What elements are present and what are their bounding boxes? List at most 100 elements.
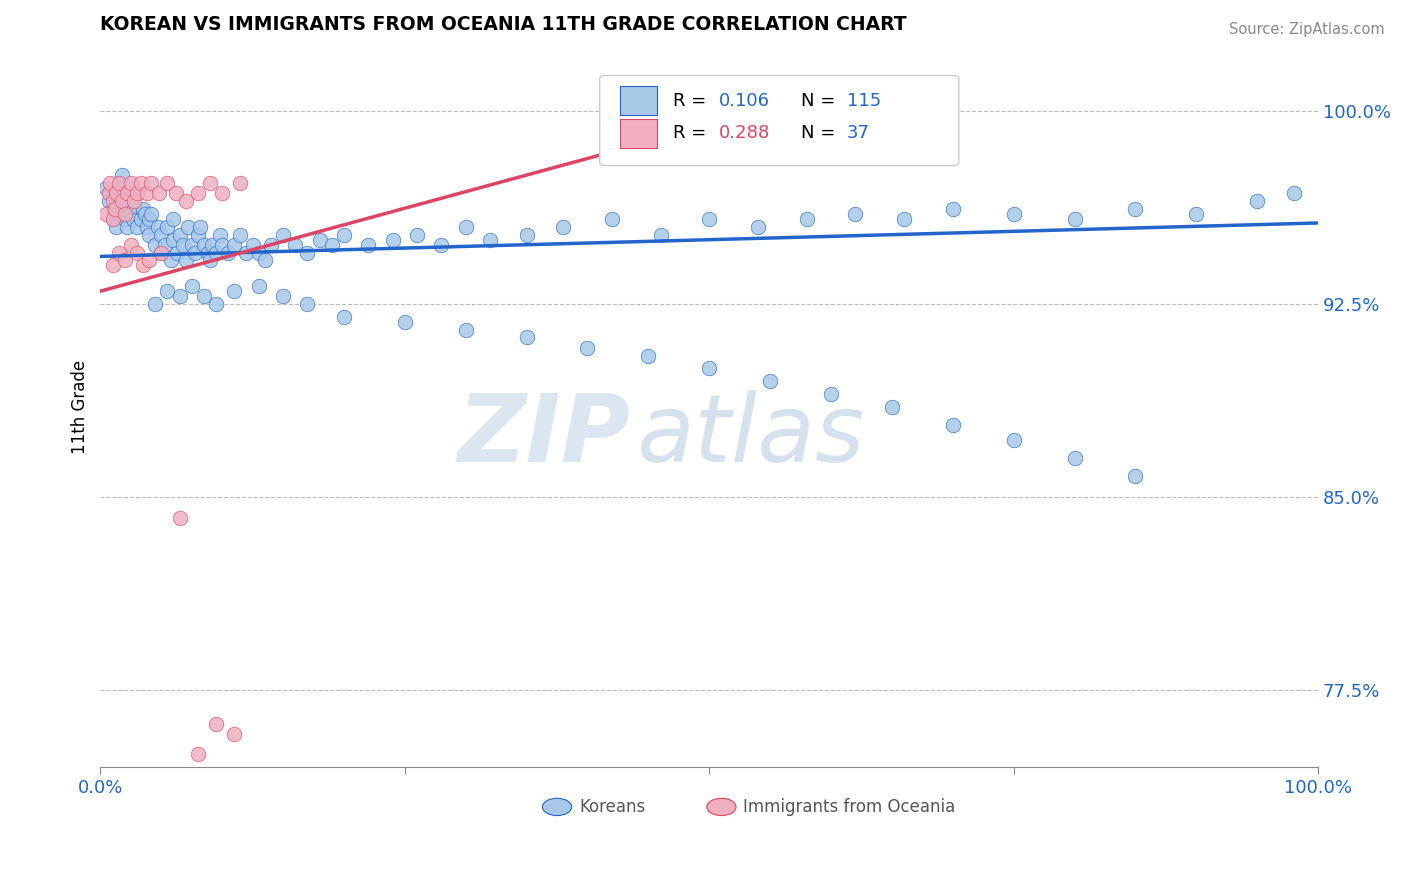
Point bbox=[235, 245, 257, 260]
Point bbox=[169, 510, 191, 524]
Point bbox=[98, 176, 121, 190]
Y-axis label: 11th Grade: 11th Grade bbox=[72, 359, 89, 454]
Point bbox=[229, 227, 252, 242]
Point bbox=[156, 219, 179, 234]
Point bbox=[122, 212, 145, 227]
Point bbox=[271, 289, 294, 303]
Point bbox=[115, 186, 138, 201]
Point bbox=[107, 186, 129, 201]
Point bbox=[1246, 194, 1268, 208]
Point bbox=[138, 253, 160, 268]
Point bbox=[124, 199, 146, 213]
Point bbox=[124, 194, 146, 208]
Point bbox=[193, 289, 215, 303]
Point bbox=[150, 245, 173, 260]
Point bbox=[297, 297, 319, 311]
Text: Immigrants from Oceania: Immigrants from Oceania bbox=[744, 798, 956, 816]
Point bbox=[180, 237, 202, 252]
Point bbox=[150, 245, 173, 260]
Point bbox=[132, 202, 155, 216]
Point bbox=[880, 400, 903, 414]
Point bbox=[198, 253, 221, 268]
FancyBboxPatch shape bbox=[620, 119, 657, 147]
Circle shape bbox=[543, 798, 572, 815]
Point bbox=[141, 176, 163, 190]
Point bbox=[115, 219, 138, 234]
Point bbox=[333, 310, 356, 324]
Point bbox=[160, 253, 183, 268]
Point bbox=[108, 194, 131, 208]
Point bbox=[169, 227, 191, 242]
Point bbox=[177, 219, 200, 234]
Point bbox=[333, 227, 356, 242]
Point bbox=[107, 245, 129, 260]
Point bbox=[166, 245, 188, 260]
Point bbox=[357, 237, 380, 252]
Point bbox=[893, 212, 915, 227]
Point bbox=[1063, 212, 1085, 227]
Point bbox=[321, 237, 343, 252]
Point bbox=[242, 237, 264, 252]
Point bbox=[253, 253, 276, 268]
Point bbox=[211, 186, 233, 201]
Point bbox=[1125, 469, 1147, 483]
Point bbox=[148, 186, 170, 201]
Point bbox=[135, 219, 157, 234]
Point bbox=[101, 212, 124, 227]
Point bbox=[208, 227, 231, 242]
Point bbox=[406, 227, 429, 242]
Point bbox=[180, 279, 202, 293]
Point bbox=[201, 237, 224, 252]
Text: R =: R = bbox=[672, 124, 711, 142]
Point bbox=[97, 186, 120, 201]
Point bbox=[271, 227, 294, 242]
Point bbox=[229, 176, 252, 190]
Point bbox=[576, 341, 599, 355]
Point bbox=[156, 284, 179, 298]
Point bbox=[188, 219, 211, 234]
Point bbox=[1002, 434, 1025, 448]
Point bbox=[284, 237, 307, 252]
Point bbox=[637, 349, 659, 363]
Point bbox=[141, 207, 163, 221]
Point bbox=[796, 212, 818, 227]
Point bbox=[120, 207, 142, 221]
Point bbox=[105, 219, 128, 234]
Point bbox=[114, 207, 136, 221]
Point bbox=[1002, 207, 1025, 221]
Point bbox=[101, 259, 124, 273]
Point bbox=[104, 202, 127, 216]
Point bbox=[105, 186, 128, 201]
Point bbox=[308, 233, 330, 247]
Point bbox=[454, 323, 477, 337]
Point bbox=[844, 207, 866, 221]
Point bbox=[114, 212, 136, 227]
Text: atlas: atlas bbox=[636, 391, 865, 482]
Point bbox=[120, 181, 142, 195]
Point bbox=[156, 176, 179, 190]
Point bbox=[153, 237, 176, 252]
Point bbox=[1282, 186, 1305, 201]
Point bbox=[454, 219, 477, 234]
Text: 37: 37 bbox=[846, 124, 870, 142]
Point bbox=[381, 233, 404, 247]
Point bbox=[125, 219, 148, 234]
Text: Source: ZipAtlas.com: Source: ZipAtlas.com bbox=[1229, 22, 1385, 37]
Point bbox=[197, 245, 219, 260]
Point bbox=[942, 202, 965, 216]
Text: ZIP: ZIP bbox=[457, 390, 630, 482]
Point bbox=[553, 219, 575, 234]
Point bbox=[297, 245, 319, 260]
Point bbox=[184, 245, 207, 260]
Point bbox=[394, 315, 416, 329]
Text: N =: N = bbox=[800, 92, 841, 110]
Point bbox=[516, 330, 538, 344]
Point bbox=[129, 212, 152, 227]
Point bbox=[697, 361, 720, 376]
Text: 0.106: 0.106 bbox=[718, 92, 770, 110]
Point bbox=[187, 227, 209, 242]
Point bbox=[193, 237, 215, 252]
Point bbox=[120, 176, 142, 190]
Point bbox=[135, 186, 157, 201]
Point bbox=[1185, 207, 1208, 221]
